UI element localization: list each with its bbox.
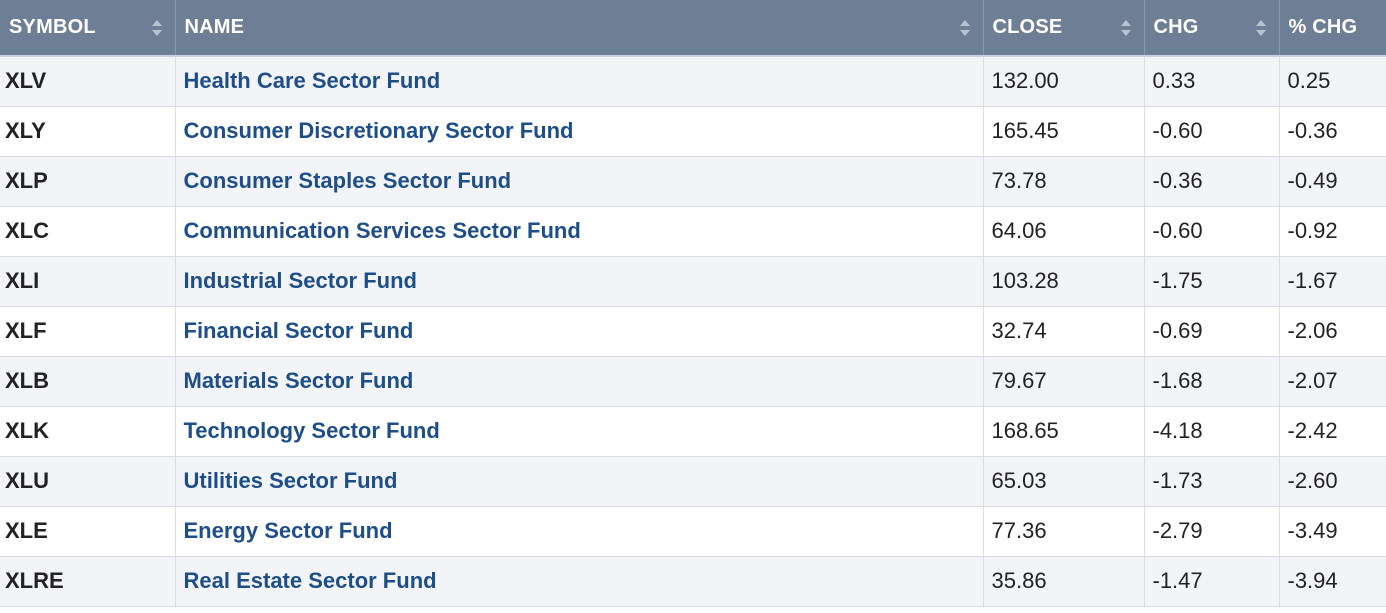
name-cell: Communication Services Sector Fund xyxy=(174,206,983,257)
fund-name-link[interactable]: Industrial Sector Fund xyxy=(183,268,417,293)
column-header-name[interactable]: NAME xyxy=(174,0,983,57)
pct-chg-cell: 0.25 xyxy=(1278,56,1386,107)
name-cell: Utilities Sector Fund xyxy=(174,456,983,507)
chg-cell: -0.36 xyxy=(1143,156,1279,207)
header-row: SYMBOL NAME CLOSE CHG xyxy=(0,0,1386,57)
table-row: XLK Technology Sector Fund 168.65 -4.18 … xyxy=(0,406,1386,457)
pct-chg-cell: -0.36 xyxy=(1278,106,1386,157)
pct-chg-cell: -0.49 xyxy=(1278,156,1386,207)
table-row: XLY Consumer Discretionary Sector Fund 1… xyxy=(0,106,1386,157)
pct-chg-cell: -2.60 xyxy=(1278,456,1386,507)
table-header: SYMBOL NAME CLOSE CHG xyxy=(0,0,1386,57)
column-header-label: NAME xyxy=(184,16,245,39)
table-row: XLRE Real Estate Sector Fund 35.86 -1.47… xyxy=(0,556,1386,607)
fund-name-link[interactable]: Energy Sector Fund xyxy=(183,518,393,543)
chg-cell: -2.79 xyxy=(1143,506,1279,557)
column-header-chg[interactable]: CHG xyxy=(1143,0,1279,57)
close-cell: 103.28 xyxy=(982,256,1144,307)
chg-cell: -0.60 xyxy=(1143,106,1279,157)
symbol-cell: XLB xyxy=(0,356,175,407)
fund-name-link[interactable]: Real Estate Sector Fund xyxy=(183,568,437,593)
fund-name-link[interactable]: Consumer Staples Sector Fund xyxy=(183,168,512,193)
chg-cell: -1.75 xyxy=(1143,256,1279,307)
symbol-cell: XLK xyxy=(0,406,175,457)
table-row: XLI Industrial Sector Fund 103.28 -1.75 … xyxy=(0,256,1386,307)
fund-name-link[interactable]: Utilities Sector Fund xyxy=(183,468,398,493)
table-row: XLU Utilities Sector Fund 65.03 -1.73 -2… xyxy=(0,456,1386,507)
chg-cell: -1.73 xyxy=(1143,456,1279,507)
close-cell: 64.06 xyxy=(982,206,1144,257)
column-header-symbol[interactable]: SYMBOL xyxy=(0,0,175,57)
chg-cell: -1.68 xyxy=(1143,356,1279,407)
fund-name-link[interactable]: Technology Sector Fund xyxy=(183,418,440,443)
column-header-pct-chg[interactable]: % CHG xyxy=(1278,0,1386,57)
chg-cell: -1.47 xyxy=(1143,556,1279,607)
name-cell: Materials Sector Fund xyxy=(174,356,983,407)
symbol-cell: XLE xyxy=(0,506,175,557)
close-cell: 35.86 xyxy=(982,556,1144,607)
fund-name-link[interactable]: Consumer Discretionary Sector Fund xyxy=(183,118,574,143)
close-cell: 77.36 xyxy=(982,506,1144,557)
symbol-cell: XLV xyxy=(0,56,175,107)
pct-chg-cell: -0.92 xyxy=(1278,206,1386,257)
column-header-close[interactable]: CLOSE xyxy=(982,0,1144,57)
pct-chg-cell: -2.42 xyxy=(1278,406,1386,457)
chg-cell: 0.33 xyxy=(1143,56,1279,107)
pct-chg-cell: -3.49 xyxy=(1278,506,1386,557)
close-cell: 65.03 xyxy=(982,456,1144,507)
close-cell: 73.78 xyxy=(982,156,1144,207)
table-row: XLC Communication Services Sector Fund 6… xyxy=(0,206,1386,257)
table-row: XLE Energy Sector Fund 77.36 -2.79 -3.49 xyxy=(0,506,1386,557)
close-cell: 168.65 xyxy=(982,406,1144,457)
column-header-label: CLOSE xyxy=(992,16,1063,39)
close-cell: 79.67 xyxy=(982,356,1144,407)
name-cell: Industrial Sector Fund xyxy=(174,256,983,307)
symbol-cell: XLI xyxy=(0,256,175,307)
symbol-cell: XLY xyxy=(0,106,175,157)
column-header-label: CHG xyxy=(1153,16,1199,39)
pct-chg-cell: -1.67 xyxy=(1278,256,1386,307)
fund-name-link[interactable]: Materials Sector Fund xyxy=(183,368,414,393)
sort-icon[interactable] xyxy=(959,19,971,37)
fund-name-link[interactable]: Health Care Sector Fund xyxy=(183,68,441,94)
table-row: XLP Consumer Staples Sector Fund 73.78 -… xyxy=(0,156,1386,207)
symbol-cell: XLP xyxy=(0,156,175,207)
chg-cell: -4.18 xyxy=(1143,406,1279,457)
column-header-label: % CHG xyxy=(1288,16,1358,39)
chg-cell: -0.60 xyxy=(1143,206,1279,257)
close-cell: 165.45 xyxy=(982,106,1144,157)
chg-cell: -0.69 xyxy=(1143,306,1279,357)
symbol-cell: XLC xyxy=(0,206,175,257)
symbol-cell: XLU xyxy=(0,456,175,507)
pct-chg-cell: -2.07 xyxy=(1278,356,1386,407)
fund-name-link[interactable]: Communication Services Sector Fund xyxy=(183,218,581,243)
name-cell: Health Care Sector Fund xyxy=(174,56,983,107)
name-cell: Technology Sector Fund xyxy=(174,406,983,457)
sort-icon[interactable] xyxy=(1255,19,1267,37)
pct-chg-cell: -2.06 xyxy=(1278,306,1386,357)
table-body: XLV Health Care Sector Fund 132.00 0.33 … xyxy=(0,56,1386,607)
name-cell: Consumer Staples Sector Fund xyxy=(174,156,983,207)
symbol-cell: XLRE xyxy=(0,556,175,607)
close-cell: 132.00 xyxy=(982,56,1144,107)
sort-icon[interactable] xyxy=(1120,19,1132,37)
symbol-cell: XLF xyxy=(0,306,175,357)
name-cell: Financial Sector Fund xyxy=(174,306,983,357)
name-cell: Consumer Discretionary Sector Fund xyxy=(174,106,983,157)
name-cell: Energy Sector Fund xyxy=(174,506,983,557)
pct-chg-cell: -3.94 xyxy=(1278,556,1386,607)
sort-icon[interactable] xyxy=(151,19,163,37)
close-cell: 32.74 xyxy=(982,306,1144,357)
table-row: XLB Materials Sector Fund 79.67 -1.68 -2… xyxy=(0,356,1386,407)
table-row: XLF Financial Sector Fund 32.74 -0.69 -2… xyxy=(0,306,1386,357)
column-header-label: SYMBOL xyxy=(9,16,96,39)
fund-name-link[interactable]: Financial Sector Fund xyxy=(183,318,414,343)
table-row: XLV Health Care Sector Fund 132.00 0.33 … xyxy=(0,56,1386,107)
name-cell: Real Estate Sector Fund xyxy=(174,556,983,607)
